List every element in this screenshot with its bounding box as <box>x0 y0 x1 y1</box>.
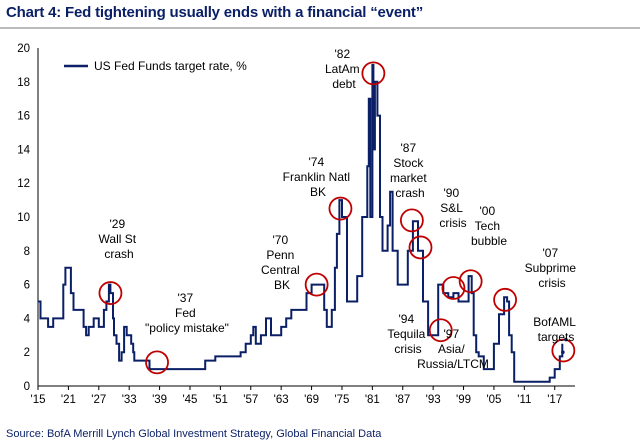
event-circle-group <box>98 61 576 375</box>
x-tick-label: '81 <box>365 394 380 406</box>
x-tick-label: '05 <box>486 394 501 406</box>
annotation-2007: '07 Subprime crisis <box>525 246 580 290</box>
y-tick-label: 4 <box>24 313 31 325</box>
x-tick-label: '15 <box>31 394 46 406</box>
title-divider <box>0 27 640 29</box>
annotation-1937: '37 Fed "policy mistake" <box>145 291 229 335</box>
x-tick-group: '15 '21 '27 '33 '39 '45 '51 '57 '63 '69 '75 '81 '87 '… <box>31 386 562 406</box>
event-circle-1987-stock-market-crash <box>399 208 424 233</box>
annotation-1990: '90 S&L crisis <box>439 186 466 230</box>
source-note: Source: BofA Merrill Lynch Global Invest… <box>6 428 382 440</box>
x-tick-label: '33 <box>122 394 137 406</box>
annotation-1997: '97 Asia/ Russia/LTCM <box>417 327 489 371</box>
target-point-group <box>561 337 568 355</box>
x-tick-label: '11 <box>517 394 531 406</box>
x-tick-label: '93 <box>426 394 441 406</box>
annotation-bofaml: BofAML targets <box>533 315 579 344</box>
x-tick-label: '45 <box>182 394 197 406</box>
series-line <box>38 63 564 383</box>
y-tick-label: 18 <box>17 77 30 89</box>
series-group <box>38 63 564 383</box>
y-tick-label: 10 <box>17 212 30 224</box>
y-tick-label: 12 <box>17 178 30 190</box>
event-circle-1997-asia-russia-ltcm <box>441 276 466 300</box>
event-circle-2007-subprime <box>493 287 517 312</box>
x-tick-label: '27 <box>91 394 106 406</box>
annotation-1970: '70 Penn Central BK <box>261 233 303 292</box>
event-circle-1937-fed-policy-mistake <box>145 350 169 375</box>
x-tick-label: '75 <box>334 394 349 406</box>
page-title: Chart 4: Fed tightening usually ends wit… <box>6 4 424 21</box>
annotation-1974: '74 Franklin Natl BK <box>283 155 354 199</box>
x-tick-label: '39 <box>152 394 167 406</box>
annotation-1994: '94 Tequila crisis <box>387 312 428 356</box>
x-tick-label: '69 <box>304 394 319 406</box>
event-circle-1990-sl-crisis <box>408 235 433 260</box>
y-tick-label: 14 <box>17 144 30 156</box>
target-point <box>564 337 568 342</box>
event-circle-bofaml-targets <box>551 338 576 363</box>
event-circle-1982-latam-debt <box>361 61 386 86</box>
target-point <box>561 350 565 355</box>
annotation-1929: '29 Wall St crash <box>99 217 140 261</box>
x-tick-label: '57 <box>243 394 258 406</box>
annotation-2000: '00 Tech bubble <box>471 204 507 248</box>
y-tick-label: 16 <box>17 111 30 123</box>
y-tick-label: 6 <box>24 280 30 292</box>
x-tick-label: '17 <box>547 394 562 406</box>
legend-label: US Fed Funds target rate, % <box>94 59 247 73</box>
y-tick-label: 2 <box>24 347 30 359</box>
annotation-group: '29 Wall St crash '37 Fed "policy mistak… <box>99 47 580 371</box>
event-circle-2000-tech-bubble <box>458 269 483 294</box>
legend: US Fed Funds target rate, % <box>64 59 247 73</box>
event-circle-1994-tequila-crisis <box>428 318 453 343</box>
y-tick-label: 8 <box>24 246 30 258</box>
x-tick-label: '51 <box>213 394 228 406</box>
y-tick-label: 0 <box>24 381 30 393</box>
x-tick-label: '63 <box>274 394 289 406</box>
event-circle-1970-penn-central <box>304 272 329 297</box>
x-tick-label: '21 <box>61 394 76 406</box>
event-circle-1929-wall-st-crash <box>98 281 123 305</box>
event-circle-1974-franklin-natl <box>328 196 353 221</box>
y-tick-label: 20 <box>17 43 30 55</box>
annotation-1982: '82 LatAm debt <box>325 47 363 91</box>
x-tick-label: '99 <box>456 394 471 406</box>
x-tick-label: '87 <box>395 394 410 406</box>
y-tick-group: 0 2 4 6 8 10 12 14 16 18 20 <box>17 43 30 393</box>
annotation-1987: '87 Stock market crash <box>390 141 430 200</box>
